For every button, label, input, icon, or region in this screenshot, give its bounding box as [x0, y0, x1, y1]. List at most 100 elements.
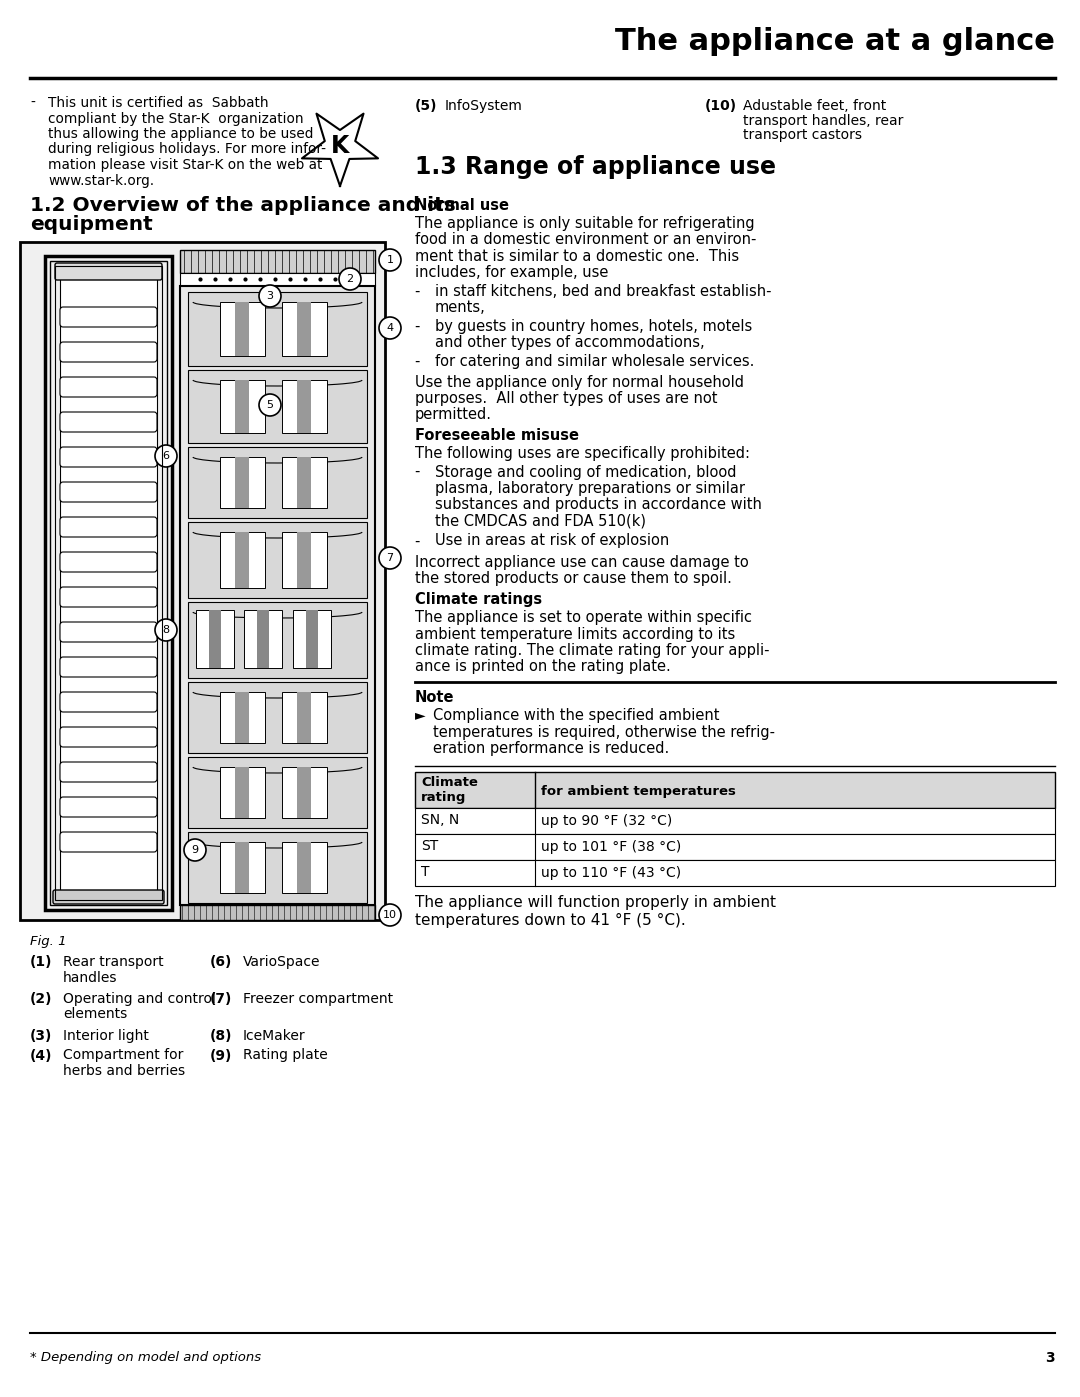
Text: Storage and cooling of medication, blood: Storage and cooling of medication, blood — [435, 464, 737, 479]
Text: eration performance is reduced.: eration performance is reduced. — [433, 740, 670, 756]
Text: Rating plate: Rating plate — [243, 1049, 327, 1063]
Text: (3): (3) — [30, 1030, 52, 1044]
Text: Compartment for: Compartment for — [63, 1049, 184, 1063]
Text: This unit is certified as  Sabbath: This unit is certified as Sabbath — [48, 96, 269, 110]
Bar — [219, 692, 265, 743]
Bar — [55, 265, 162, 900]
Text: food in a domestic environment or an environ-: food in a domestic environment or an env… — [415, 232, 756, 247]
FancyBboxPatch shape — [60, 307, 157, 327]
Bar — [180, 272, 375, 286]
FancyBboxPatch shape — [55, 263, 162, 279]
Text: IceMaker: IceMaker — [243, 1030, 306, 1044]
Bar — [282, 457, 327, 509]
Bar — [180, 905, 375, 921]
Text: (10): (10) — [705, 99, 738, 113]
Text: Adustable feet, front: Adustable feet, front — [743, 99, 887, 113]
Bar — [188, 447, 367, 518]
Bar — [234, 532, 248, 588]
Bar — [234, 692, 248, 743]
Text: * Depending on model and options: * Depending on model and options — [30, 1351, 261, 1365]
Bar — [180, 250, 375, 272]
Circle shape — [339, 268, 361, 291]
Text: (2): (2) — [30, 992, 53, 1006]
FancyBboxPatch shape — [60, 517, 157, 536]
Text: (6): (6) — [210, 956, 232, 970]
Bar — [297, 302, 311, 356]
Text: the stored products or cause them to spoil.: the stored products or cause them to spo… — [415, 571, 732, 587]
Bar — [180, 286, 375, 905]
Text: Climate ratings: Climate ratings — [415, 592, 542, 608]
Text: (8): (8) — [210, 1030, 232, 1044]
Text: transport handles, rear: transport handles, rear — [743, 113, 903, 127]
FancyBboxPatch shape — [60, 377, 157, 397]
Text: ST: ST — [421, 840, 438, 854]
Text: The appliance is only suitable for refrigerating: The appliance is only suitable for refri… — [415, 217, 755, 231]
Bar — [415, 859, 1055, 886]
Text: (4): (4) — [30, 1049, 53, 1063]
Bar — [219, 532, 265, 588]
Text: Interior light: Interior light — [63, 1030, 149, 1044]
Text: Note: Note — [415, 690, 455, 705]
Text: 10: 10 — [383, 909, 397, 921]
Text: -: - — [415, 284, 426, 299]
Circle shape — [259, 394, 281, 416]
Text: Use in areas at risk of explosion: Use in areas at risk of explosion — [435, 534, 670, 549]
FancyBboxPatch shape — [60, 833, 157, 852]
Text: 3: 3 — [1045, 1351, 1055, 1365]
Bar — [195, 610, 234, 668]
Bar — [219, 457, 265, 509]
Bar — [50, 261, 167, 905]
Text: ment that is similar to a domestic one.  This: ment that is similar to a domestic one. … — [415, 249, 739, 264]
Polygon shape — [302, 113, 378, 186]
Text: for ambient temperatures: for ambient temperatures — [541, 785, 735, 799]
Text: Fig. 1: Fig. 1 — [30, 935, 67, 949]
Text: ments,: ments, — [435, 300, 486, 316]
Bar — [219, 302, 265, 356]
Bar — [21, 242, 384, 921]
Text: during religious holidays. For more infor-: during religious holidays. For more info… — [48, 142, 326, 156]
Bar — [293, 610, 330, 668]
Text: ance is printed on the rating plate.: ance is printed on the rating plate. — [415, 659, 671, 675]
Bar — [257, 610, 269, 668]
Text: Incorrect appliance use can cause damage to: Incorrect appliance use can cause damage… — [415, 555, 748, 570]
Text: up to 101 °F (38 °C): up to 101 °F (38 °C) — [541, 840, 681, 854]
Circle shape — [156, 619, 177, 641]
Text: The appliance is set to operate within specific: The appliance is set to operate within s… — [415, 610, 752, 624]
Circle shape — [379, 904, 401, 926]
Bar — [234, 302, 248, 356]
Bar — [282, 842, 327, 893]
Text: www.star-k.org.: www.star-k.org. — [48, 173, 154, 187]
Text: by guests in country homes, hotels, motels: by guests in country homes, hotels, mote… — [435, 319, 753, 334]
Bar — [234, 457, 248, 509]
Bar — [282, 532, 327, 588]
Bar — [188, 757, 367, 828]
Bar — [188, 602, 367, 678]
Text: Compliance with the specified ambient: Compliance with the specified ambient — [433, 708, 719, 724]
FancyBboxPatch shape — [60, 692, 157, 712]
Text: temperatures is required, otherwise the refrig-: temperatures is required, otherwise the … — [433, 725, 775, 739]
Text: permitted.: permitted. — [415, 408, 492, 422]
Bar — [188, 522, 367, 598]
Circle shape — [379, 317, 401, 339]
Text: 1: 1 — [387, 256, 393, 265]
Bar — [415, 807, 1055, 834]
Text: herbs and berries: herbs and berries — [63, 1065, 185, 1078]
Bar — [297, 457, 311, 509]
Text: climate rating. The climate rating for your appli-: climate rating. The climate rating for y… — [415, 643, 769, 658]
FancyBboxPatch shape — [60, 726, 157, 747]
Text: handles: handles — [63, 971, 118, 985]
Text: 1.2 Overview of the appliance and its: 1.2 Overview of the appliance and its — [30, 196, 456, 215]
Text: Use the appliance only for normal household: Use the appliance only for normal househ… — [415, 374, 744, 390]
Text: plasma, laboratory preparations or similar: plasma, laboratory preparations or simil… — [435, 481, 745, 496]
Text: purposes.  All other types of uses are not: purposes. All other types of uses are no… — [415, 391, 717, 407]
Bar — [282, 692, 327, 743]
Text: Freezer compartment: Freezer compartment — [243, 992, 393, 1006]
Text: (1): (1) — [30, 956, 53, 970]
Bar — [234, 380, 248, 433]
Text: (7): (7) — [210, 992, 232, 1006]
Bar — [45, 256, 172, 909]
FancyBboxPatch shape — [60, 342, 157, 362]
FancyBboxPatch shape — [53, 890, 164, 904]
Text: -: - — [415, 464, 426, 479]
Text: -: - — [415, 319, 426, 334]
